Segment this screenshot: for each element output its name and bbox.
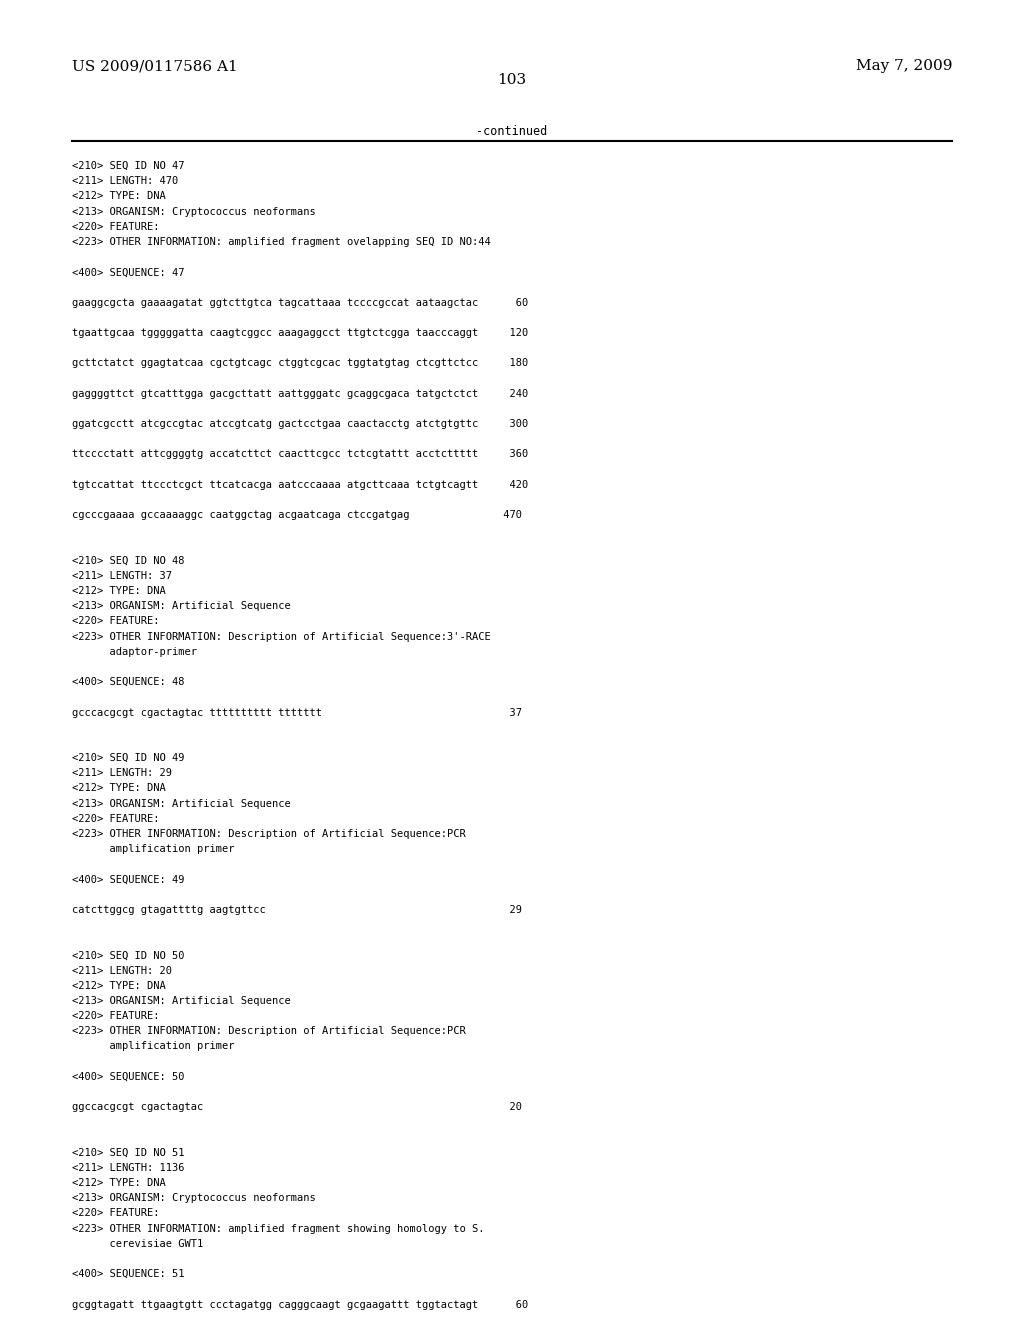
Text: gaggggttct gtcatttgga gacgcttatt aattgggatc gcaggcgaca tatgctctct     240: gaggggttct gtcatttgga gacgcttatt aattggg… (72, 388, 528, 399)
Text: tgaattgcaa tgggggatta caagtcggcc aaagaggcct ttgtctcgga taacccaggt     120: tgaattgcaa tgggggatta caagtcggcc aaagagg… (72, 327, 528, 338)
Text: amplification primer: amplification primer (72, 1041, 234, 1052)
Text: <223> OTHER INFORMATION: amplified fragment ovelapping SEQ ID NO:44: <223> OTHER INFORMATION: amplified fragm… (72, 238, 490, 247)
Text: <220> FEATURE:: <220> FEATURE: (72, 813, 159, 824)
Text: <211> LENGTH: 470: <211> LENGTH: 470 (72, 177, 178, 186)
Text: <220> FEATURE:: <220> FEATURE: (72, 1209, 159, 1218)
Text: 103: 103 (498, 73, 526, 87)
Text: <211> LENGTH: 20: <211> LENGTH: 20 (72, 966, 172, 975)
Text: gaaggcgcta gaaaagatat ggtcttgtca tagcattaaa tccccgccat aataagctac      60: gaaggcgcta gaaaagatat ggtcttgtca tagcatt… (72, 298, 528, 308)
Text: -continued: -continued (476, 125, 548, 139)
Text: <210> SEQ ID NO 48: <210> SEQ ID NO 48 (72, 556, 184, 566)
Text: ggatcgcctt atcgccgtac atccgtcatg gactcctgaa caactacctg atctgtgttc     300: ggatcgcctt atcgccgtac atccgtcatg gactcct… (72, 420, 528, 429)
Text: <212> TYPE: DNA: <212> TYPE: DNA (72, 191, 166, 202)
Text: catcttggcg gtagattttg aagtgttcc                                       29: catcttggcg gtagattttg aagtgttcc 29 (72, 906, 521, 915)
Text: <220> FEATURE:: <220> FEATURE: (72, 616, 159, 627)
Text: <212> TYPE: DNA: <212> TYPE: DNA (72, 1177, 166, 1188)
Text: <212> TYPE: DNA: <212> TYPE: DNA (72, 586, 166, 597)
Text: cgcccgaaaa gccaaaaggc caatggctag acgaatcaga ctccgatgag               470: cgcccgaaaa gccaaaaggc caatggctag acgaatc… (72, 511, 521, 520)
Text: gcccacgcgt cgactagtac tttttttttt ttttttt                              37: gcccacgcgt cgactagtac tttttttttt ttttttt… (72, 708, 521, 718)
Text: <400> SEQUENCE: 48: <400> SEQUENCE: 48 (72, 677, 184, 688)
Text: <210> SEQ ID NO 50: <210> SEQ ID NO 50 (72, 950, 184, 961)
Text: tgtccattat ttccctcgct ttcatcacga aatcccaaaa atgcttcaaa tctgtcagtt     420: tgtccattat ttccctcgct ttcatcacga aatccca… (72, 479, 528, 490)
Text: <223> OTHER INFORMATION: Description of Artificial Sequence:3'-RACE: <223> OTHER INFORMATION: Description of … (72, 631, 490, 642)
Text: <212> TYPE: DNA: <212> TYPE: DNA (72, 783, 166, 793)
Text: <220> FEATURE:: <220> FEATURE: (72, 1011, 159, 1022)
Text: <210> SEQ ID NO 51: <210> SEQ ID NO 51 (72, 1147, 184, 1158)
Text: <213> ORGANISM: Cryptococcus neoformans: <213> ORGANISM: Cryptococcus neoformans (72, 206, 315, 216)
Text: <400> SEQUENCE: 51: <400> SEQUENCE: 51 (72, 1270, 184, 1279)
Text: <211> LENGTH: 29: <211> LENGTH: 29 (72, 768, 172, 779)
Text: <400> SEQUENCE: 49: <400> SEQUENCE: 49 (72, 874, 184, 884)
Text: <220> FEATURE:: <220> FEATURE: (72, 222, 159, 232)
Text: <213> ORGANISM: Artificial Sequence: <213> ORGANISM: Artificial Sequence (72, 799, 291, 809)
Text: <212> TYPE: DNA: <212> TYPE: DNA (72, 981, 166, 991)
Text: <213> ORGANISM: Cryptococcus neoformans: <213> ORGANISM: Cryptococcus neoformans (72, 1193, 315, 1204)
Text: <400> SEQUENCE: 50: <400> SEQUENCE: 50 (72, 1072, 184, 1082)
Text: <211> LENGTH: 1136: <211> LENGTH: 1136 (72, 1163, 184, 1173)
Text: May 7, 2009: May 7, 2009 (856, 59, 952, 74)
Text: ggccacgcgt cgactagtac                                                 20: ggccacgcgt cgactagtac 20 (72, 1102, 521, 1113)
Text: <223> OTHER INFORMATION: Description of Artificial Sequence:PCR: <223> OTHER INFORMATION: Description of … (72, 1027, 466, 1036)
Text: <210> SEQ ID NO 47: <210> SEQ ID NO 47 (72, 161, 184, 172)
Text: <213> ORGANISM: Artificial Sequence: <213> ORGANISM: Artificial Sequence (72, 995, 291, 1006)
Text: ttcccctatt attcggggtg accatcttct caacttcgcc tctcgtattt acctcttttt     360: ttcccctatt attcggggtg accatcttct caacttc… (72, 449, 528, 459)
Text: cerevisiae GWT1: cerevisiae GWT1 (72, 1238, 203, 1249)
Text: adaptor-primer: adaptor-primer (72, 647, 197, 657)
Text: US 2009/0117586 A1: US 2009/0117586 A1 (72, 59, 238, 74)
Text: <213> ORGANISM: Artificial Sequence: <213> ORGANISM: Artificial Sequence (72, 602, 291, 611)
Text: gcttctatct ggagtatcaa cgctgtcagc ctggtcgcac tggtatgtag ctcgttctcc     180: gcttctatct ggagtatcaa cgctgtcagc ctggtcg… (72, 358, 528, 368)
Text: <211> LENGTH: 37: <211> LENGTH: 37 (72, 570, 172, 581)
Text: gcggtagatt ttgaagtgtt ccctagatgg cagggcaagt gcgaagattt tggtactagt      60: gcggtagatt ttgaagtgtt ccctagatgg cagggca… (72, 1299, 528, 1309)
Text: <400> SEQUENCE: 47: <400> SEQUENCE: 47 (72, 267, 184, 277)
Text: <223> OTHER INFORMATION: amplified fragment showing homology to S.: <223> OTHER INFORMATION: amplified fragm… (72, 1224, 484, 1234)
Text: <223> OTHER INFORMATION: Description of Artificial Sequence:PCR: <223> OTHER INFORMATION: Description of … (72, 829, 466, 840)
Text: amplification primer: amplification primer (72, 845, 234, 854)
Text: <210> SEQ ID NO 49: <210> SEQ ID NO 49 (72, 752, 184, 763)
